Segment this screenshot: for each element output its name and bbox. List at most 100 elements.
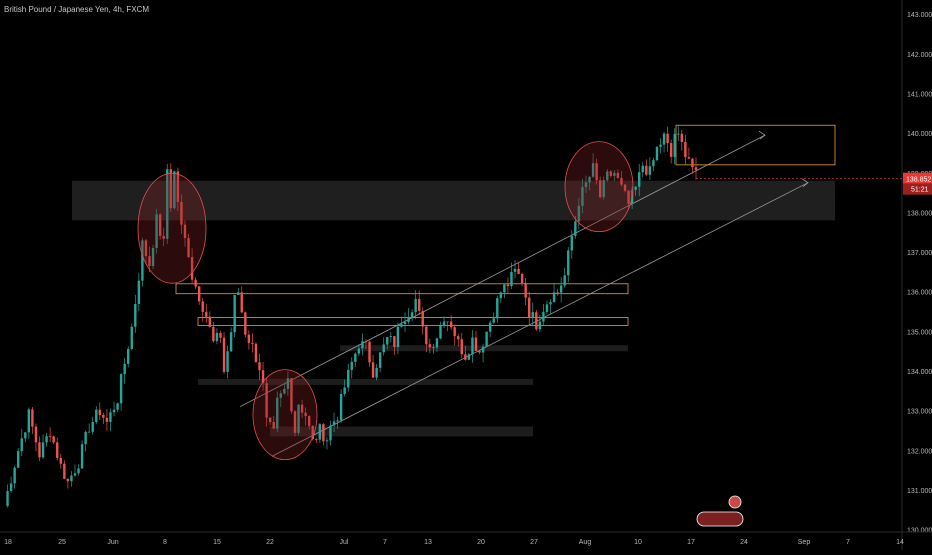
candle-body bbox=[105, 417, 109, 422]
last-price-tag bbox=[903, 172, 932, 184]
candle-body bbox=[130, 326, 133, 349]
candle-body bbox=[27, 409, 31, 433]
candle-body bbox=[428, 344, 432, 348]
candle-body bbox=[144, 240, 148, 257]
candle-body bbox=[634, 186, 637, 190]
candle-body bbox=[535, 312, 538, 330]
arrow-head bbox=[758, 130, 766, 140]
candle-body bbox=[457, 336, 460, 340]
candle-body bbox=[407, 317, 410, 322]
highlight-circle bbox=[252, 369, 318, 461]
candle-body bbox=[552, 292, 556, 303]
candle-body bbox=[16, 451, 20, 468]
candle-body bbox=[91, 422, 94, 432]
candle-body bbox=[222, 337, 226, 372]
time-tick-label: Sep bbox=[798, 539, 811, 546]
candle-body bbox=[173, 171, 176, 209]
candle-body bbox=[485, 331, 488, 347]
time-tick-label: 17 bbox=[687, 539, 695, 546]
candle-body bbox=[510, 271, 513, 287]
candle-body bbox=[187, 238, 190, 258]
candle-body bbox=[38, 442, 41, 458]
price-tick-label: 135.000 bbox=[907, 329, 932, 336]
candle-body bbox=[382, 344, 385, 353]
price-tick-label: 131.000 bbox=[907, 488, 932, 495]
price-tick-label: 134.000 bbox=[907, 369, 932, 376]
candle-body bbox=[247, 334, 251, 343]
candle-body bbox=[559, 285, 563, 293]
time-tick-label: 7 bbox=[846, 539, 850, 546]
candle-body bbox=[446, 321, 449, 323]
author-badge bbox=[696, 511, 744, 527]
candle-body bbox=[677, 133, 680, 135]
candle-body bbox=[293, 411, 297, 433]
candle-body bbox=[350, 361, 353, 370]
candle-body bbox=[261, 370, 265, 384]
candle-body bbox=[201, 301, 204, 312]
candle-body bbox=[609, 171, 613, 176]
candle-body bbox=[371, 362, 375, 378]
candle-body bbox=[478, 350, 481, 353]
candle-body bbox=[283, 388, 286, 394]
time-tick-label: 25 bbox=[58, 539, 66, 546]
candle-body bbox=[616, 172, 620, 178]
candle-body bbox=[339, 393, 343, 421]
candle-body bbox=[432, 347, 435, 349]
time-tick-label: 7 bbox=[383, 539, 387, 546]
candle-body bbox=[176, 171, 180, 202]
candle-body bbox=[63, 463, 66, 479]
candle-body bbox=[368, 341, 371, 363]
candle-body bbox=[315, 439, 318, 440]
candle-body bbox=[45, 436, 48, 443]
candle-body bbox=[48, 436, 52, 438]
candle-body bbox=[442, 321, 446, 326]
price-tick-label: 138.000 bbox=[907, 210, 932, 217]
candle-body bbox=[24, 432, 27, 439]
candle-body bbox=[410, 312, 414, 318]
candle-body bbox=[127, 348, 130, 364]
candle-body bbox=[80, 444, 84, 469]
candle-body bbox=[343, 387, 346, 394]
candle-body bbox=[400, 324, 403, 327]
candle-body bbox=[691, 158, 694, 168]
candle-body bbox=[219, 332, 222, 338]
candle-body bbox=[648, 166, 652, 175]
candle-body bbox=[183, 224, 187, 239]
candle-body bbox=[524, 283, 527, 298]
candle-body bbox=[66, 478, 70, 482]
candle-body bbox=[549, 302, 552, 305]
candle-body bbox=[425, 326, 428, 345]
time-tick-label: 18 bbox=[4, 539, 12, 546]
candle-body bbox=[244, 312, 247, 335]
candle-body bbox=[134, 303, 137, 327]
price-tick-label: 136.000 bbox=[907, 290, 932, 297]
highlight-circle bbox=[564, 141, 634, 233]
candle-body bbox=[694, 167, 698, 170]
candle-body bbox=[453, 327, 456, 337]
candle-body bbox=[41, 442, 45, 458]
countdown-label: 51:21 bbox=[911, 187, 929, 194]
candle-body bbox=[240, 292, 243, 313]
candle-body bbox=[137, 280, 141, 304]
arrow-head bbox=[801, 178, 809, 187]
candle-body bbox=[162, 235, 165, 239]
price-tick-label: 132.000 bbox=[907, 448, 932, 455]
candle-body bbox=[364, 341, 368, 342]
minor-zone bbox=[198, 378, 533, 385]
candle-body bbox=[613, 172, 616, 176]
candle-body bbox=[449, 321, 453, 328]
candle-body bbox=[414, 299, 417, 313]
candle-body bbox=[123, 363, 126, 375]
candle-body bbox=[332, 421, 336, 426]
candle-body bbox=[229, 332, 233, 352]
candle-body bbox=[151, 247, 155, 267]
price-tick-label: 130.000 bbox=[907, 528, 932, 535]
candle-body bbox=[357, 348, 361, 354]
candle-body bbox=[496, 298, 499, 319]
candle-body bbox=[254, 343, 258, 363]
price-tick-label: 140.000 bbox=[907, 131, 932, 138]
candle-body bbox=[197, 286, 201, 302]
channel-upper-line[interactable] bbox=[239, 134, 766, 408]
